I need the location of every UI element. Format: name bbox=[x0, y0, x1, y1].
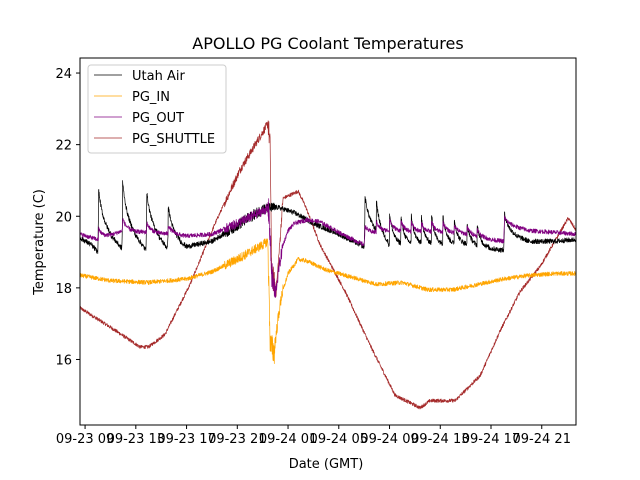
x-tick-label: 09-23 13 bbox=[107, 432, 165, 447]
legend-label: PG_SHUTTLE bbox=[132, 132, 215, 147]
y-axis: 16 18 20 22 24 bbox=[55, 67, 80, 368]
y-axis-label: Temperature (C) bbox=[32, 189, 47, 296]
x-tick-label: 09-23 09 bbox=[56, 432, 114, 447]
y-tick-label: 16 bbox=[55, 353, 72, 368]
legend-box bbox=[87, 64, 227, 154]
x-tick-label: 09-24 05 bbox=[310, 432, 368, 447]
plot-frame bbox=[79, 57, 577, 426]
series-line-pg-shuttle bbox=[80, 120, 576, 410]
legend: Utah Air PG_IN PG_OUT PG_SHUTTLE bbox=[87, 64, 227, 154]
legend-label: Utah Air bbox=[132, 69, 185, 84]
y-tick-label: 20 bbox=[55, 210, 72, 225]
y-tick-label: 18 bbox=[55, 282, 72, 297]
series-line-utah-air bbox=[80, 180, 576, 254]
series-layer bbox=[80, 120, 576, 410]
legend-label: PG_OUT bbox=[132, 111, 184, 126]
y-tick-label: 24 bbox=[55, 67, 72, 82]
y-tick-label: 22 bbox=[55, 139, 72, 154]
x-tick-label: 09-24 21 bbox=[513, 432, 571, 447]
x-tick-label: 09-23 21 bbox=[208, 432, 266, 447]
series-line-pg-in bbox=[80, 238, 576, 364]
legend-label: PG_IN bbox=[132, 90, 170, 105]
x-axis-label: Date (GMT) bbox=[289, 457, 364, 472]
x-tick-label: 09-24 17 bbox=[462, 432, 520, 447]
x-tick-label: 09-24 01 bbox=[259, 432, 317, 447]
x-tick-label: 09-23 17 bbox=[157, 432, 215, 447]
series-line-pg-out bbox=[80, 198, 576, 298]
x-tick-label: 09-24 09 bbox=[360, 432, 418, 447]
x-tick-label: 09-24 13 bbox=[411, 432, 469, 447]
chart-title: APOLLO PG Coolant Temperatures bbox=[192, 34, 463, 53]
